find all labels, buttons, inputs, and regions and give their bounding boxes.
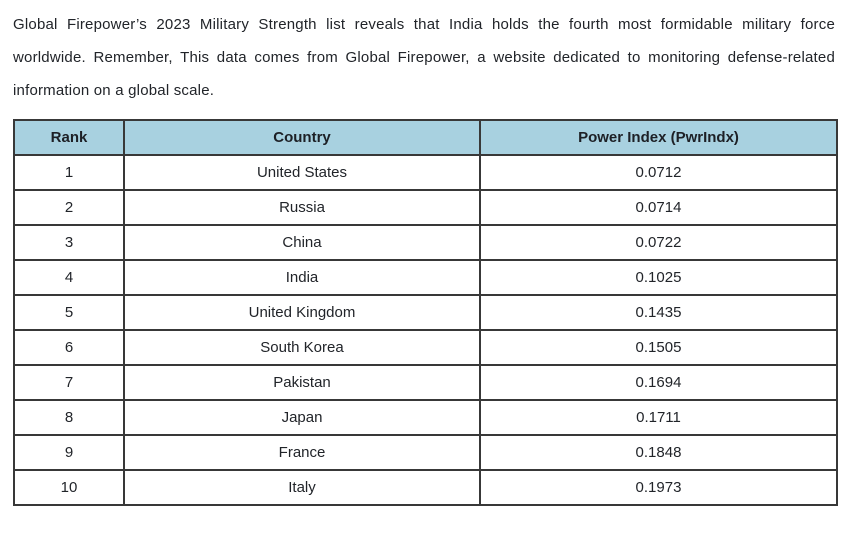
table-row: 6 South Korea 0.1505 xyxy=(13,329,838,366)
cell-country: Italy xyxy=(123,469,481,506)
cell-rank: 5 xyxy=(13,294,125,331)
cell-country: Japan xyxy=(123,399,481,436)
intro-paragraph: Global Firepower’s 2023 Military Strengt… xyxy=(13,16,835,99)
table-row: 5 United Kingdom 0.1435 xyxy=(13,294,838,331)
cell-rank: 2 xyxy=(13,189,125,226)
cell-pwrindx: 0.1694 xyxy=(479,364,838,401)
header-row: Rank Country Power Index (PwrIndx) xyxy=(13,119,838,156)
cell-pwrindx: 0.1973 xyxy=(479,469,838,506)
cell-rank: 1 xyxy=(13,154,125,191)
cell-rank: 7 xyxy=(13,364,125,401)
column-header-pwrindx: Power Index (PwrIndx) xyxy=(479,119,838,156)
military-strength-table: Rank Country Power Index (PwrIndx) 1 United… xyxy=(13,119,838,506)
cell-country: Russia xyxy=(123,189,481,226)
cell-country: South Korea xyxy=(123,329,481,366)
cell-pwrindx: 0.1025 xyxy=(479,259,838,296)
column-header-rank: Rank xyxy=(13,119,125,156)
cell-pwrindx: 0.0722 xyxy=(479,224,838,261)
cell-rank: 4 xyxy=(13,259,125,296)
table-body: 1 United States 0.0712 2 Russia 0.0714 3 China 0… xyxy=(13,154,838,506)
table-row: 4 India 0.1025 xyxy=(13,259,838,296)
page: Global Firepower’s 2023 Military Strengt… xyxy=(0,8,848,552)
cell-pwrindx: 0.1505 xyxy=(479,329,838,366)
table-row: 7 Pakistan 0.1694 xyxy=(13,364,838,401)
cell-rank: 10 xyxy=(13,469,125,506)
table-row: 9 France 0.1848 xyxy=(13,434,838,471)
cell-rank: 9 xyxy=(13,434,125,471)
table-row: 8 Japan 0.1711 xyxy=(13,399,838,436)
cell-rank: 8 xyxy=(13,399,125,436)
cell-pwrindx: 0.0714 xyxy=(479,189,838,226)
cell-country: India xyxy=(123,259,481,296)
cell-pwrindx: 0.0712 xyxy=(479,154,838,191)
cell-country: France xyxy=(123,434,481,471)
cell-rank: 6 xyxy=(13,329,125,366)
cell-rank: 3 xyxy=(13,224,125,261)
cell-country: China xyxy=(123,224,481,261)
table-row: 3 China 0.0722 xyxy=(13,224,838,261)
cell-country: Pakistan xyxy=(123,364,481,401)
cell-country: United States xyxy=(123,154,481,191)
cell-pwrindx: 0.1435 xyxy=(479,294,838,331)
table-row: 10 Italy 0.1973 xyxy=(13,469,838,506)
table-row: 2 Russia 0.0714 xyxy=(13,189,838,226)
table-row: 1 United States 0.0712 xyxy=(13,154,838,191)
column-header-country: Country xyxy=(123,119,481,156)
table-header: Rank Country Power Index (PwrIndx) xyxy=(13,119,838,156)
cell-country: United Kingdom xyxy=(123,294,481,331)
cell-pwrindx: 0.1711 xyxy=(479,399,838,436)
cell-pwrindx: 0.1848 xyxy=(479,434,838,471)
